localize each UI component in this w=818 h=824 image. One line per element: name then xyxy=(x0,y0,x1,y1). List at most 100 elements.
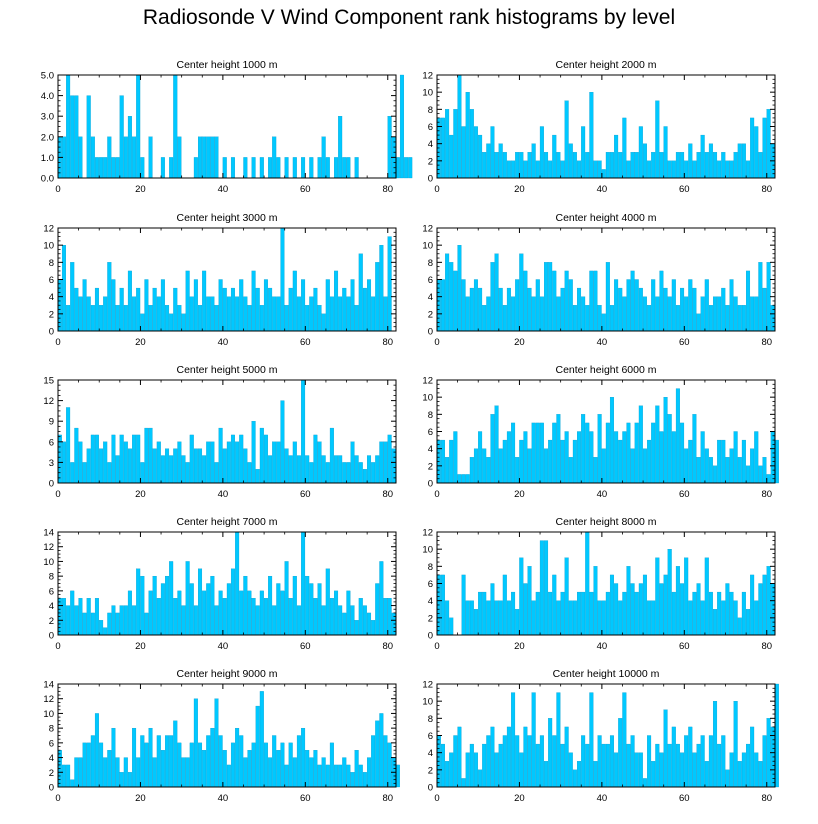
histogram-bar xyxy=(708,143,713,179)
histogram-bar xyxy=(684,160,689,179)
histogram-bar xyxy=(515,457,520,484)
histogram-bar xyxy=(86,598,91,636)
histogram-bar xyxy=(177,742,182,788)
histogram-bar xyxy=(597,735,602,788)
histogram-bar xyxy=(268,157,273,179)
x-tick-label: 80 xyxy=(382,184,393,195)
histogram-bar xyxy=(362,469,367,484)
histogram-bar xyxy=(622,296,627,332)
panel-title: Center height 7000 m xyxy=(177,516,278,528)
histogram-bar xyxy=(408,157,413,179)
histogram-bar xyxy=(255,287,260,332)
histogram-bar xyxy=(222,157,227,179)
histogram-bar xyxy=(325,462,330,484)
histogram-bar xyxy=(539,126,544,179)
y-tick-label: 0 xyxy=(49,783,54,794)
histogram-bar xyxy=(321,605,326,636)
histogram-bar xyxy=(350,279,355,332)
histogram-bar xyxy=(688,600,693,636)
panel-title: Center height 3000 m xyxy=(177,212,278,224)
histogram-bar xyxy=(193,698,198,788)
histogram-bar xyxy=(197,742,203,788)
histogram-bar xyxy=(593,761,598,788)
histogram-bar xyxy=(173,448,178,484)
histogram-bar xyxy=(189,583,194,636)
y-tick-label: 4 xyxy=(49,753,54,764)
histogram-bar xyxy=(177,305,182,332)
histogram-bar xyxy=(622,591,627,636)
histogram-bar xyxy=(127,772,132,788)
histogram-bar xyxy=(585,743,590,788)
histogram-bar xyxy=(453,270,458,332)
histogram-bar xyxy=(527,152,532,179)
histogram-bar xyxy=(494,405,499,484)
histogram-bar xyxy=(568,752,573,788)
histogram-bar xyxy=(593,160,598,179)
histogram-bar xyxy=(346,590,351,636)
histogram-bar xyxy=(292,575,297,636)
histogram-bar xyxy=(746,609,751,636)
histogram-bar xyxy=(280,227,285,332)
y-tick-label: 0 xyxy=(428,783,433,794)
histogram-bar xyxy=(630,448,635,484)
histogram-bar xyxy=(486,600,491,636)
histogram-bar xyxy=(440,439,445,484)
histogram-bar xyxy=(560,743,565,788)
histogram-bar xyxy=(605,743,610,788)
histogram-bar xyxy=(94,287,99,332)
histogram-bar xyxy=(445,253,450,332)
histogram-bar xyxy=(284,305,289,332)
histogram-bar xyxy=(568,279,573,332)
histogram-bar xyxy=(700,735,705,788)
histogram-bar xyxy=(577,591,582,636)
histogram-bar xyxy=(181,605,186,636)
histogram-bar xyxy=(457,245,462,332)
histogram-bar xyxy=(746,465,751,484)
histogram-bar xyxy=(589,92,594,179)
histogram-bar xyxy=(733,600,738,636)
histogram-bar xyxy=(465,296,470,332)
x-tick-label: 60 xyxy=(679,641,690,652)
histogram-bar xyxy=(614,752,619,788)
histogram-bar xyxy=(202,590,207,636)
histogram-bar xyxy=(371,620,376,636)
histogram-bar xyxy=(527,735,532,788)
y-tick-label: 2 xyxy=(428,156,433,167)
histogram-bar xyxy=(457,74,462,179)
histogram-bar xyxy=(696,313,701,332)
y-tick-label: 2 xyxy=(428,309,433,320)
histogram-bar xyxy=(733,296,738,332)
histogram-bar xyxy=(494,600,499,636)
histogram-bar xyxy=(387,116,392,179)
histogram-bar xyxy=(750,448,755,484)
histogram-bar xyxy=(572,769,577,788)
histogram-bar xyxy=(193,157,198,179)
histogram-bar xyxy=(181,455,186,484)
histogram-bar xyxy=(132,727,137,788)
histogram-bar xyxy=(144,427,149,484)
histogram-bar xyxy=(655,100,660,179)
histogram-bar xyxy=(309,296,314,332)
histogram-bar xyxy=(218,427,223,484)
histogram-bar xyxy=(115,305,120,332)
histogram-bar xyxy=(334,590,339,636)
histogram-bar xyxy=(766,474,771,484)
histogram-bar xyxy=(362,605,367,636)
histogram-bar xyxy=(758,262,763,332)
histogram-bar xyxy=(99,742,104,788)
y-tick-label: 3.0 xyxy=(41,112,54,123)
x-tick-label: 40 xyxy=(597,489,608,500)
histogram-bar xyxy=(560,287,565,332)
histogram-bar xyxy=(544,448,549,484)
histogram-bar xyxy=(671,726,676,788)
histogram-bar xyxy=(313,598,318,636)
histogram-bar xyxy=(564,726,569,788)
y-tick-label: 12 xyxy=(43,396,54,407)
y-tick-label: 6 xyxy=(428,731,433,742)
histogram-bar xyxy=(597,160,602,179)
histogram-bar xyxy=(276,441,281,484)
histogram-bar xyxy=(115,157,120,179)
histogram-bar xyxy=(605,591,610,636)
histogram-bar xyxy=(226,583,231,636)
histogram-bar xyxy=(597,600,602,636)
